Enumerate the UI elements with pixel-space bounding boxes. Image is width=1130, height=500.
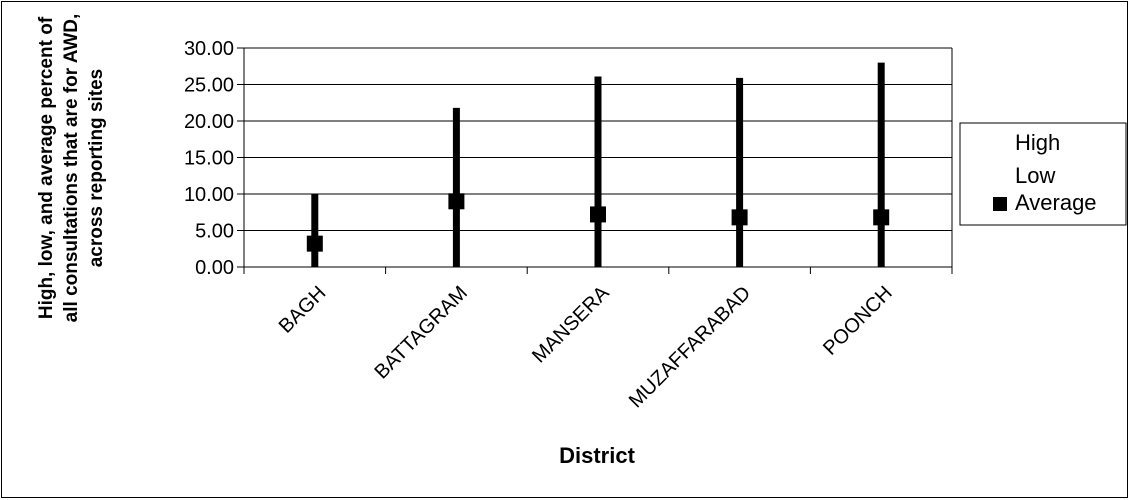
x-tick-label-battagram: BATTAGRAM (370, 282, 471, 383)
high-low-marks (306, 62, 890, 267)
legend-high-label: High (1015, 130, 1060, 155)
legend-low-label: Low (1015, 163, 1055, 188)
y-tick-label-6: 30.00 (184, 38, 234, 60)
x-tick-label-bagh: BAGH (275, 282, 331, 338)
y-tick-label-1: 5.00 (195, 221, 234, 243)
x-tick-label-mansera: MANSERA (528, 282, 614, 368)
average-marker-bagh (306, 235, 323, 252)
y-tick-label-4: 20.00 (184, 111, 234, 133)
average-marker-poonch (873, 209, 890, 226)
x-tick-label-muzaffarabad: MUZAFFARABAD (625, 282, 755, 412)
x-axis-title: District (559, 443, 635, 468)
y-tick-label-2: 10.00 (184, 184, 234, 206)
x-tick-labels: BAGH BATTAGRAM MANSERA MUZAFFARABAD POONCH (275, 282, 897, 413)
y-tick-label-3: 15.00 (184, 148, 234, 170)
x-tick-label-poonch: POONCH (819, 282, 897, 360)
average-marker-battagram (448, 193, 465, 210)
y-tick-labels: 0.00 5.00 10.00 15.00 20.00 25.00 30.00 (184, 38, 234, 279)
legend-box (959, 122, 1127, 226)
average-marker-mansera (590, 206, 606, 223)
y-axis-title-line-2: all consultations that are for AWD, (61, 14, 82, 323)
legend-average-marker (993, 197, 1007, 211)
y-axis-title: High, low, and average percent of all co… (36, 14, 107, 323)
y-axis-title-line-3: across reporting sites (86, 69, 107, 268)
y-tick-label-0: 0.00 (195, 257, 234, 279)
legend: High Low Average (959, 122, 1127, 226)
average-marker-muzaffarabad (731, 209, 748, 226)
legend-average-label: Average (1015, 190, 1097, 215)
y-tick-label-5: 25.00 (184, 75, 234, 97)
y-axis-title-line-1: High, low, and average percent of (36, 16, 57, 319)
